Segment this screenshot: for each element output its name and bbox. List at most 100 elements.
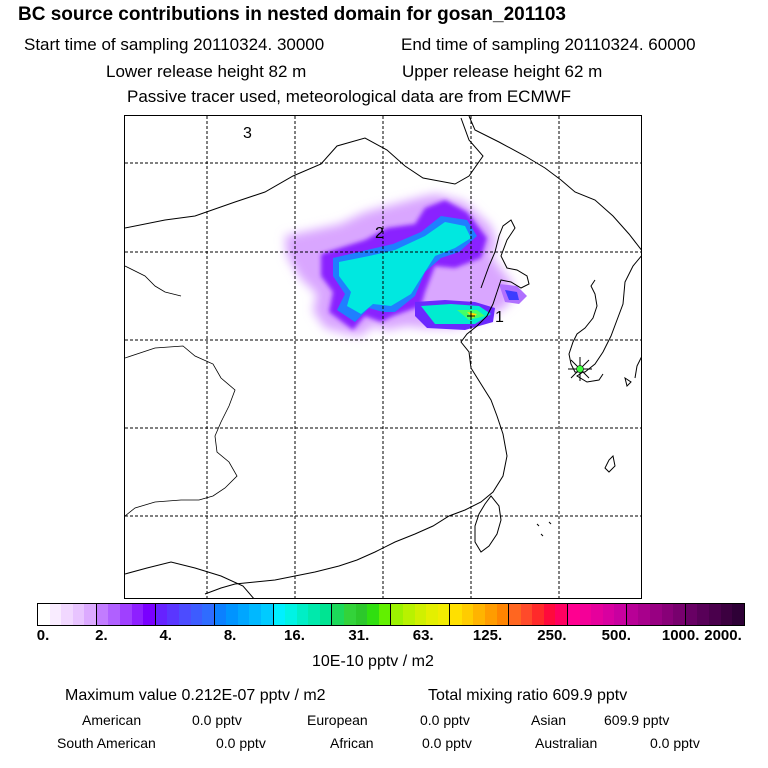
- region-value-asian: 609.9 pptv: [604, 712, 670, 728]
- region-name-african: African: [330, 735, 374, 751]
- region-name-australian: Australian: [535, 735, 598, 751]
- colorbar-segment: [190, 604, 203, 625]
- receptor-star-icon: [568, 357, 592, 381]
- region-name-south-american: South American: [57, 735, 156, 751]
- colorbar-segment: [108, 604, 121, 625]
- colorbar-segment: [520, 604, 533, 625]
- colorbar-segment: [720, 604, 733, 625]
- colorbar-tick-label: 63.: [412, 627, 434, 644]
- colorbar-segment: [484, 604, 497, 625]
- colorbar-segment: [131, 604, 144, 625]
- colorbar-segment: [95, 604, 109, 625]
- colorbar-segment: [84, 604, 96, 625]
- colorbar-segment: [285, 604, 297, 625]
- colorbar-segment: [355, 604, 368, 625]
- colorbar-segment: [602, 604, 615, 625]
- colorbar-segment: [496, 604, 509, 625]
- colorbar-segment: [260, 604, 273, 625]
- colorbar-segment: [708, 604, 721, 625]
- region-value-south-american: 0.0 pptv: [216, 735, 266, 751]
- colorbar-tick-label: 4.: [159, 627, 172, 644]
- colorbar-segment: [426, 604, 438, 625]
- colorbar-segment: [402, 604, 415, 625]
- colorbar-tick-label: 500.: [601, 627, 631, 644]
- colorbar-segment: [461, 604, 474, 625]
- colorbar-segment: [49, 604, 62, 625]
- colorbar-tick-label: 125.: [472, 627, 503, 644]
- colorbar-segment: [120, 604, 132, 625]
- colorbar-tick-label: 16.: [284, 627, 305, 644]
- colorbar-segment: [272, 604, 286, 625]
- start-time-label: Start time of sampling 20110324. 30000: [24, 35, 325, 54]
- colorbar-segment: [650, 604, 662, 625]
- colorbar-segment: [344, 604, 356, 625]
- colorbar-segment: [249, 604, 261, 625]
- region-label-2: 2: [375, 225, 384, 242]
- colorbar-segment: [202, 604, 214, 625]
- colorbar-segment: [661, 604, 674, 625]
- colorbar-segment: [331, 604, 345, 625]
- colorbar-segment: [449, 604, 462, 625]
- source-marker: [467, 312, 475, 320]
- colorbar-segment: [296, 604, 309, 625]
- colorbar-segment: [697, 604, 709, 625]
- region-label-1: 1: [495, 309, 504, 326]
- region-value-american: 0.0 pptv: [192, 712, 242, 728]
- colorbar-segment: [237, 604, 250, 625]
- colorbar-segment: [390, 604, 403, 625]
- colorbar-segment: [308, 604, 320, 625]
- plume-area: [285, 194, 527, 336]
- total-mixing-ratio-text: Total mixing ratio 609.9 pptv: [428, 687, 628, 704]
- map-canvas: 3 2 1: [125, 116, 641, 598]
- colorbar-segment: [61, 604, 73, 625]
- colorbar-tick-label: 0.: [36, 627, 50, 644]
- colorbar-segment: [555, 604, 568, 625]
- colorbar-segment: [319, 604, 332, 625]
- colorbar-segment: [213, 604, 227, 625]
- color-scale-bar: [37, 603, 745, 626]
- colorbar-segment: [367, 604, 379, 625]
- colorbar-segment: [638, 604, 651, 625]
- colorbar-tick-label: 2000.: [704, 627, 742, 644]
- colorbar-segment: [673, 604, 685, 625]
- colorbar-segment: [508, 604, 521, 625]
- colorbar-segment: [154, 604, 168, 625]
- map-panel: 3 2 1: [124, 115, 642, 599]
- colorbar-segment: [178, 604, 191, 625]
- colorbar-segment: [684, 604, 698, 625]
- region-value-african: 0.0 pptv: [422, 735, 472, 751]
- colorbar-segment: [732, 604, 744, 625]
- region-name-european: European: [307, 712, 368, 728]
- upper-release-label: Upper release height 62 m: [402, 62, 603, 81]
- colorbar-unit-label: 10E-10 pptv / m2: [312, 653, 434, 670]
- region-name-american: American: [82, 712, 142, 728]
- colorbar-segment: [414, 604, 427, 625]
- colorbar-segment: [378, 604, 391, 625]
- colorbar-segment: [579, 604, 592, 625]
- region-value-australian: 0.0 pptv: [650, 735, 700, 751]
- colorbar-segment: [614, 604, 626, 625]
- colorbar-tick-label: 31.: [348, 627, 370, 644]
- region-name-asian: Asian: [531, 712, 567, 728]
- colorbar-segment: [532, 604, 544, 625]
- colorbar-tick-label: 250.: [537, 627, 567, 644]
- colorbar-segment: [591, 604, 603, 625]
- colorbar-segment: [543, 604, 556, 625]
- colorbar-tick-label: 1000.: [661, 627, 700, 644]
- end-time-label: End time of sampling 20110324. 60000: [401, 35, 696, 54]
- lower-release-label: Lower release height 82 m: [106, 62, 307, 81]
- region-label-3: 3: [243, 125, 252, 142]
- colorbar-segment: [226, 604, 238, 625]
- colorbar-segment: [567, 604, 580, 625]
- colorbar-segment: [437, 604, 450, 625]
- lat-lon-grid: [125, 116, 641, 598]
- colorbar-segment: [38, 604, 50, 625]
- colorbar-segment: [625, 604, 639, 625]
- plot-title: BC source contributions in nested domain…: [18, 4, 566, 25]
- info-line: Passive tracer used, meteorological data…: [127, 87, 572, 106]
- colorbar-tick-label: 2.: [95, 627, 108, 644]
- maximum-value-text: Maximum value 0.212E-07 pptv / m2: [65, 687, 326, 704]
- colorbar-segment: [143, 604, 155, 625]
- region-value-european: 0.0 pptv: [420, 712, 470, 728]
- colorbar-segment: [473, 604, 485, 625]
